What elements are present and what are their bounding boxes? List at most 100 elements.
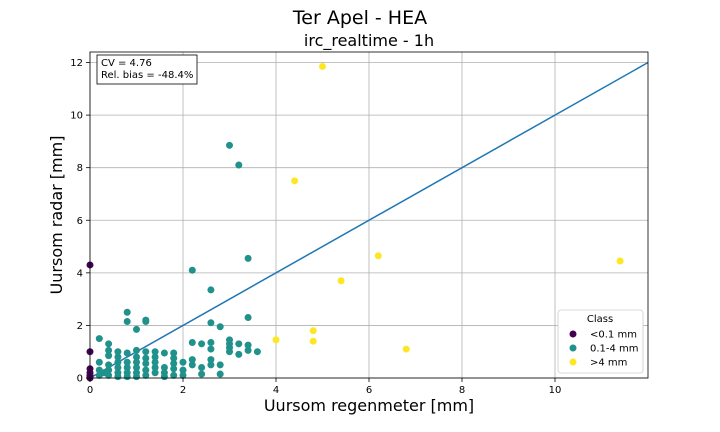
scatter-point xyxy=(309,337,317,345)
scatter-point xyxy=(142,366,150,374)
scatter-point xyxy=(105,346,113,354)
scatter-point xyxy=(402,345,410,353)
scatter-point xyxy=(179,371,187,379)
scatter-point xyxy=(142,354,150,362)
x-tick-label: 8 xyxy=(459,385,465,396)
scatter-point xyxy=(133,346,140,354)
y-axis-ticks: 0 2 4 6 8 10 12 xyxy=(70,58,90,385)
y-tick-label: 6 xyxy=(77,216,83,227)
scatter-point xyxy=(198,340,206,348)
scatter-point xyxy=(226,348,233,356)
y-axis-label: Uursom radar [mm] xyxy=(47,136,66,295)
scatter-point xyxy=(123,373,131,381)
legend: Class <0.1 mm 0.1-4 mm >4 mm xyxy=(557,309,644,374)
scatter-point xyxy=(170,365,178,373)
scatter-point xyxy=(188,356,196,364)
scatter-point xyxy=(133,325,140,333)
scatter-point xyxy=(319,62,326,70)
scatter-point xyxy=(244,254,252,262)
scatter-point xyxy=(114,358,122,366)
scatter-point xyxy=(198,370,206,378)
scatter-point xyxy=(151,369,159,377)
scatter-point xyxy=(105,340,113,348)
scatter-point xyxy=(216,361,224,369)
scatter-point xyxy=(151,348,159,356)
scatter-point xyxy=(188,361,196,369)
chart-title: irc_realtime - 1h xyxy=(304,31,434,51)
scatter-point xyxy=(133,353,140,361)
scatter-point xyxy=(170,349,178,357)
plot-area: 0 2 4 6 8 10 0 2 4 6 8 10 12 xyxy=(70,51,649,396)
stats-annotation-box xyxy=(96,54,198,85)
scatter-point xyxy=(123,363,131,371)
scatter-point xyxy=(114,353,122,361)
legend-box xyxy=(557,309,644,374)
scatter-point xyxy=(207,286,215,294)
stats-annotation: CV = 4.76 Rel. bias = -48.4% xyxy=(96,54,198,85)
stats-cv: CV = 4.76 xyxy=(101,58,152,69)
x-axis-ticks: 0 2 4 6 8 10 xyxy=(87,378,562,396)
legend-entries: <0.1 mm 0.1-4 mm >4 mm xyxy=(569,330,639,369)
scatter-point xyxy=(207,356,215,364)
scatter-point xyxy=(188,266,196,274)
scatter-point xyxy=(133,358,140,366)
scatter-point xyxy=(105,352,113,360)
scatter-point xyxy=(170,360,178,368)
scatter-point xyxy=(291,177,299,185)
legend-label: >4 mm xyxy=(590,358,627,369)
scatter-point xyxy=(114,348,122,356)
scatter-point xyxy=(105,361,113,369)
scatter-point xyxy=(244,346,252,354)
scatter-point xyxy=(114,363,122,371)
x-tick-label: 0 xyxy=(87,385,93,396)
scatter-point xyxy=(170,354,178,362)
y-tick-label: 10 xyxy=(70,111,83,122)
scatter-point xyxy=(272,336,280,344)
y-tick-label: 8 xyxy=(77,163,83,174)
scatter-point xyxy=(123,349,131,357)
legend-marker xyxy=(569,358,577,366)
scatter-point xyxy=(253,348,261,356)
scatter-point xyxy=(616,257,624,265)
scatter-point xyxy=(244,341,252,349)
scatter-point xyxy=(142,371,150,379)
x-axis-label: Uursom regenmeter [mm] xyxy=(264,396,474,415)
scatter-point xyxy=(123,317,131,325)
scatter-point xyxy=(95,335,103,343)
scatter-point xyxy=(123,358,131,366)
scatter-point xyxy=(374,252,382,260)
reference-line-layer xyxy=(89,61,649,379)
scatter-point xyxy=(207,345,215,353)
legend-label: <0.1 mm xyxy=(590,330,637,341)
scatter-point xyxy=(142,317,150,325)
scatter-point xyxy=(207,319,215,327)
scatter-point xyxy=(207,361,215,369)
scatter-point xyxy=(337,277,345,285)
scatter-point xyxy=(151,363,159,371)
scatter-point xyxy=(235,340,243,348)
scatter-point xyxy=(179,366,187,374)
scatter-point xyxy=(235,161,243,169)
scatter-point xyxy=(235,350,243,358)
scatter-point xyxy=(100,369,108,377)
legend-marker xyxy=(569,344,577,352)
scatter-point xyxy=(309,327,317,335)
scatter-point xyxy=(95,358,103,366)
figure-suptitle: Ter Apel - HEA xyxy=(292,7,427,29)
scatter-point xyxy=(160,363,168,371)
x-tick-label: 10 xyxy=(549,385,562,396)
scatter-point xyxy=(123,308,131,316)
x-tick-label: 2 xyxy=(180,385,186,396)
scatter-point xyxy=(244,314,252,322)
legend-title: Class xyxy=(587,314,613,325)
x-tick-label: 4 xyxy=(273,385,279,396)
scatter-point xyxy=(207,339,215,347)
scatter-point xyxy=(198,363,206,371)
y-tick-label: 12 xyxy=(70,58,83,69)
scatter-points xyxy=(86,62,624,382)
scatter-point xyxy=(142,360,150,368)
x-tick-label: 6 xyxy=(366,385,372,396)
scatter-point xyxy=(160,349,168,357)
scatter-point xyxy=(151,358,159,366)
